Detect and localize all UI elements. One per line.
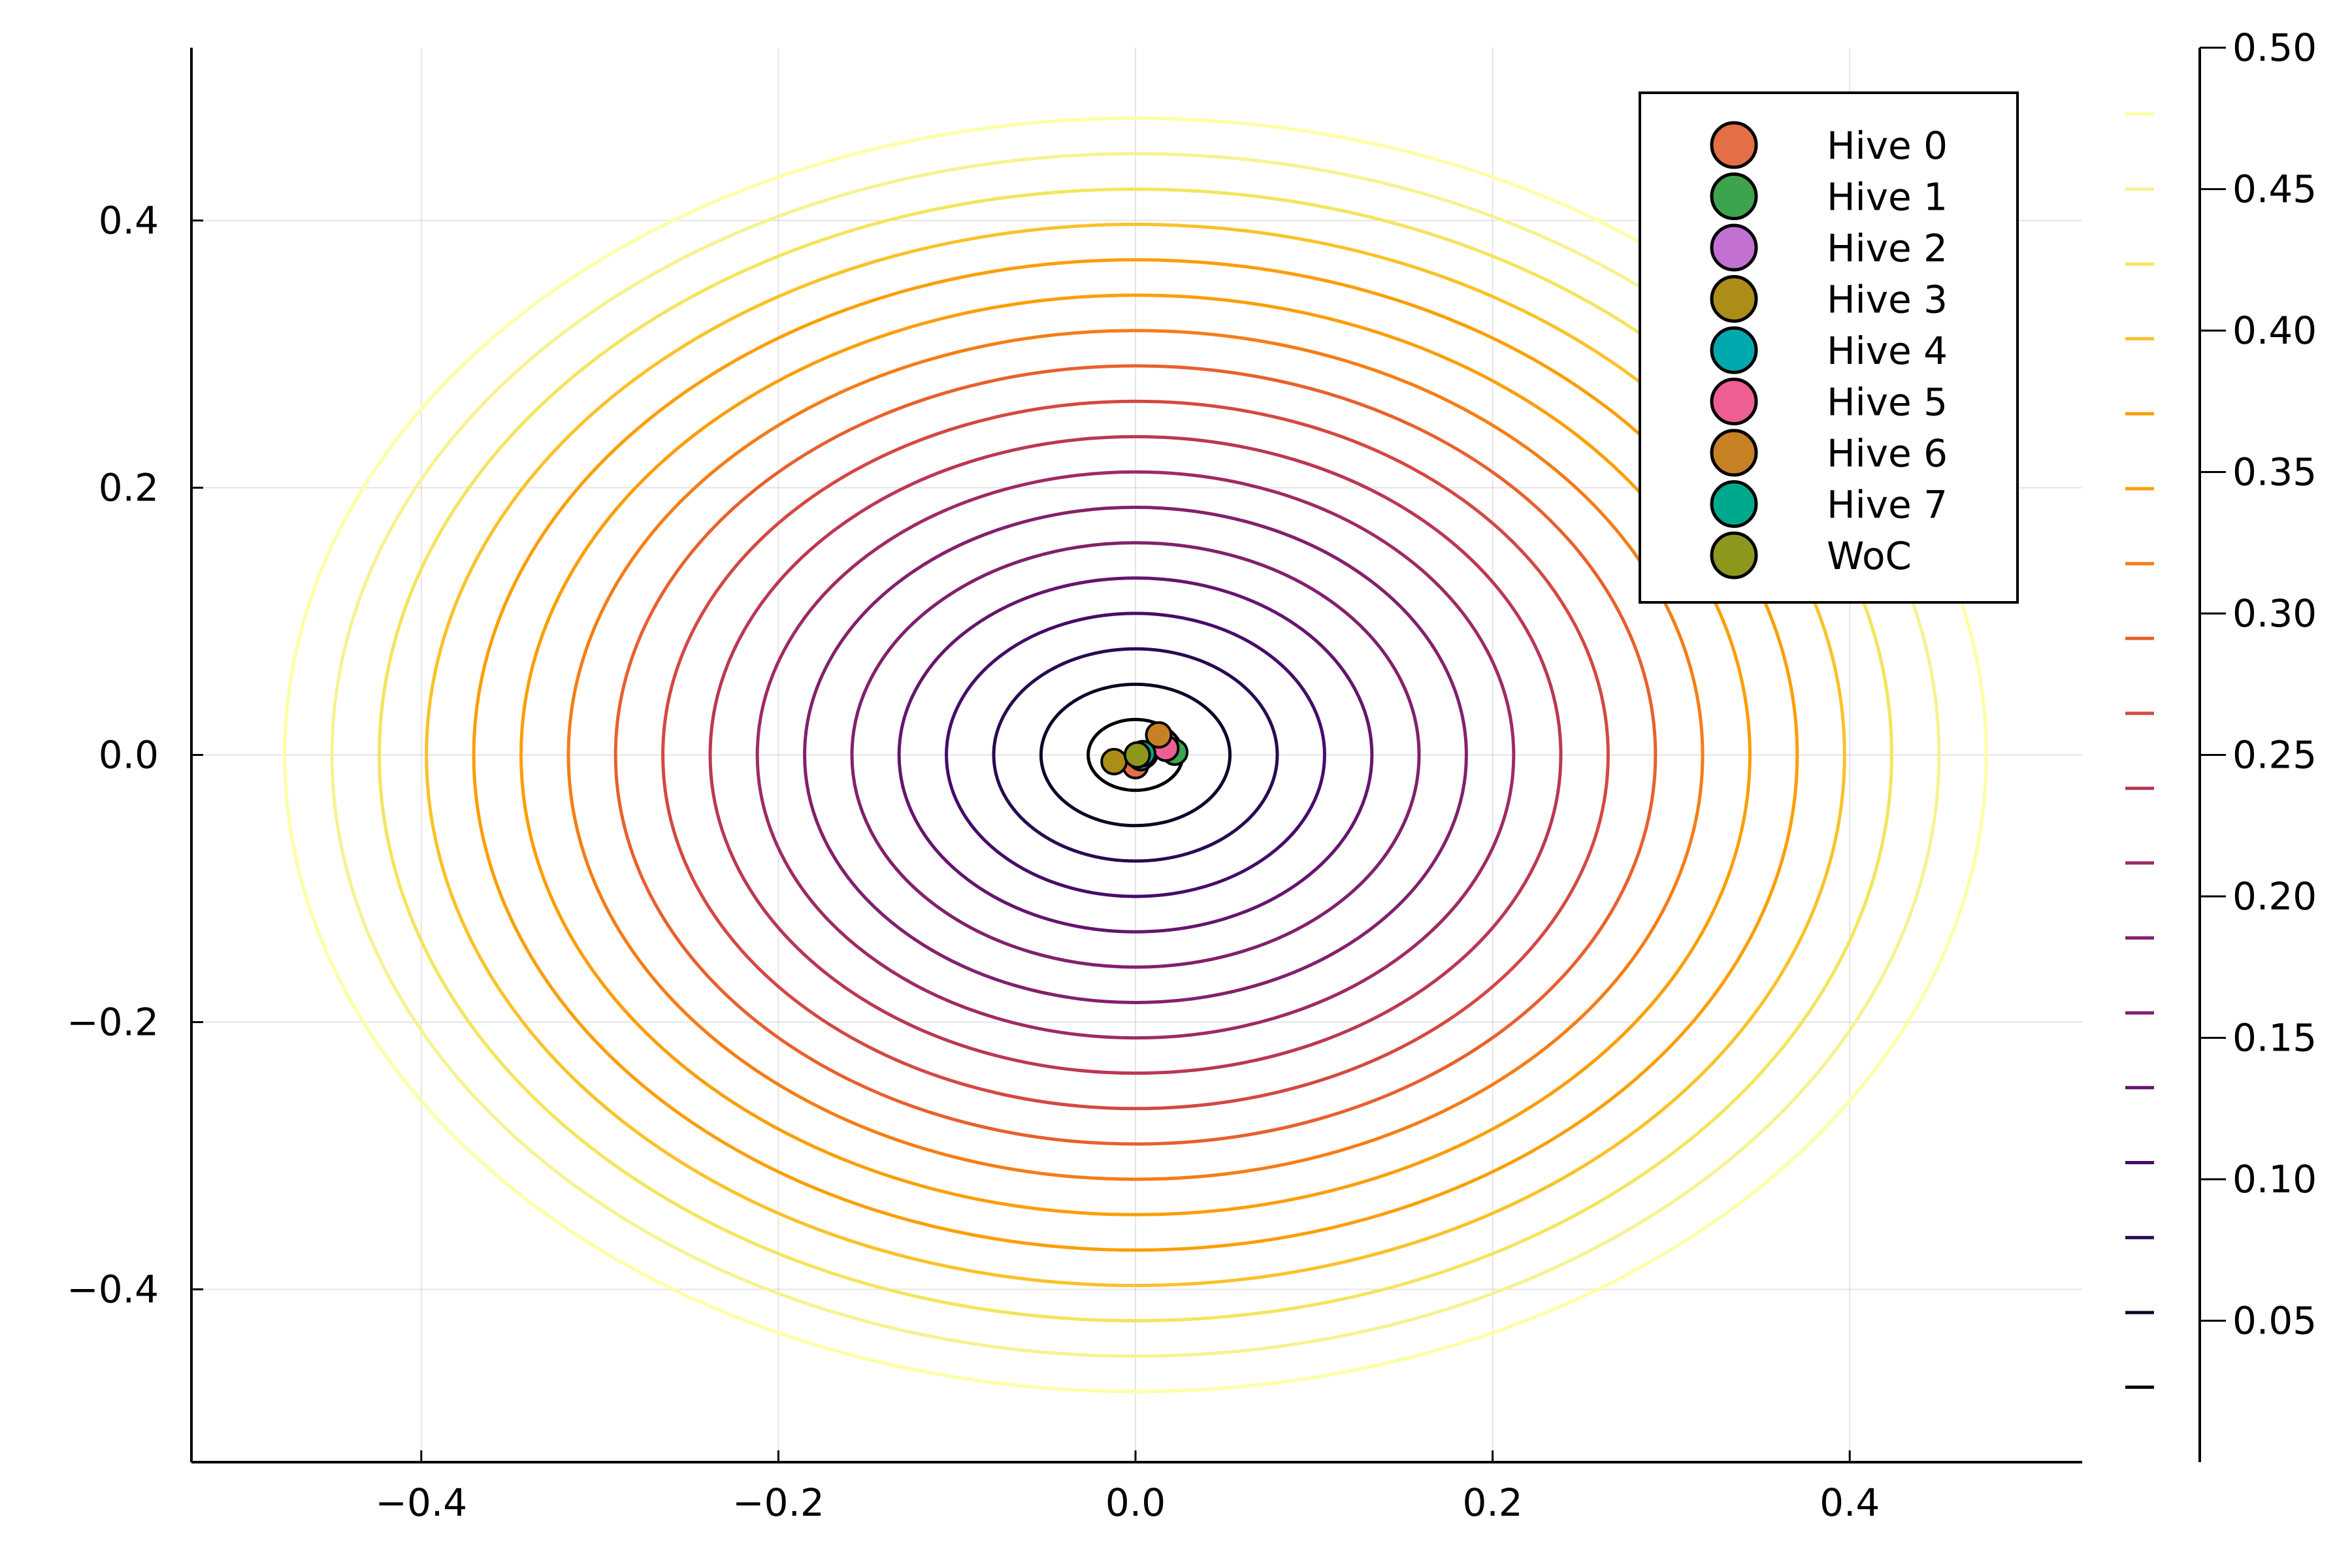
contour-line: [283, 116, 1988, 1394]
contour-line: [613, 364, 1658, 1146]
legend-label: Hive 3: [1827, 278, 1948, 322]
colorbar-tick-label: 0.50: [2232, 25, 2317, 70]
legend-label: Hive 2: [1827, 226, 1948, 270]
contour-line: [330, 152, 1941, 1358]
legend-label: Hive 6: [1827, 431, 1948, 476]
colorbar: 0.05 0.10 0.15 0.20 0.25 0.30 0.35 0.40 0.45 0.50: [2125, 25, 2317, 1462]
x-tick-label: 0.4: [1820, 1480, 1880, 1525]
legend-label: Hive 7: [1827, 483, 1948, 527]
data-point: [1145, 721, 1173, 749]
contour-line: [850, 541, 1421, 969]
colorbar-tick-label: 0.05: [2232, 1299, 2317, 1343]
y-tick-label: 0.4: [99, 199, 159, 243]
x-tick-label: 0.0: [1105, 1480, 1166, 1525]
colorbar-tick-label: 0.35: [2232, 450, 2317, 495]
contour-line: [755, 470, 1516, 1040]
contour-line: [708, 434, 1563, 1075]
colorbar-tick-label: 0.30: [2232, 591, 2317, 636]
legend-marker: [1710, 223, 1758, 272]
legend-marker: [1710, 531, 1758, 580]
contour-line: [378, 187, 1893, 1323]
axes: −0.4 −0.2 0.0 0.2 0.4 −0.4 −0.2 0.0 0.2 0.4: [67, 48, 2082, 1525]
colorbar-tick-label: 0.15: [2232, 1016, 2317, 1060]
contour-lines: [283, 116, 1988, 1394]
contour-line: [566, 329, 1705, 1181]
colorbar-tick-label: 0.45: [2232, 167, 2317, 212]
contour-group: [283, 116, 1988, 1394]
legend-marker: [1710, 172, 1758, 220]
legend-marker: [1710, 480, 1758, 528]
contour-line: [472, 258, 1799, 1252]
contour-line: [519, 293, 1752, 1217]
y-tick-label: −0.4: [67, 1267, 159, 1312]
x-tick-label: 0.2: [1462, 1480, 1522, 1525]
legend-label: WoC: [1827, 534, 1912, 578]
legend-marker: [1710, 326, 1758, 374]
legend-marker: [1710, 121, 1758, 169]
contour-line: [945, 612, 1326, 898]
data-points: [1100, 721, 1189, 779]
contour-line: [425, 222, 1846, 1288]
colorbar-tick-label: 0.20: [2232, 874, 2317, 919]
legend: Hive 0 Hive 1 Hive 2 Hive 3 Hive 4 Hive 5 Hive…: [1639, 91, 2019, 604]
legend-marker: [1710, 275, 1758, 323]
y-tick-label: −0.2: [67, 1000, 159, 1045]
contour-line: [992, 647, 1279, 863]
contour-line: [897, 576, 1374, 934]
y-tick-label: 0.0: [99, 733, 159, 777]
contour-line: [661, 399, 1610, 1111]
legend-box: [1639, 91, 2019, 604]
legend-label: Hive 5: [1827, 380, 1948, 425]
legend-label: Hive 4: [1827, 329, 1948, 373]
legend-marker: [1710, 378, 1758, 425]
contour-line: [803, 506, 1468, 1004]
y-tick-label: 0.2: [99, 466, 159, 510]
legend-label: Hive 0: [1827, 123, 1948, 168]
contour-line: [1039, 682, 1232, 828]
x-tick-label: −0.2: [732, 1480, 825, 1525]
colorbar-tick-label: 0.40: [2232, 308, 2317, 353]
legend-marker: [1710, 429, 1758, 477]
data-point: [1100, 747, 1128, 776]
colorbar-tick-label: 0.25: [2232, 733, 2317, 777]
legend-label: Hive 1: [1827, 175, 1948, 220]
data-point: [1123, 741, 1151, 769]
colorbar-tick-label: 0.10: [2232, 1157, 2317, 1201]
x-tick-label: −0.4: [375, 1480, 467, 1525]
